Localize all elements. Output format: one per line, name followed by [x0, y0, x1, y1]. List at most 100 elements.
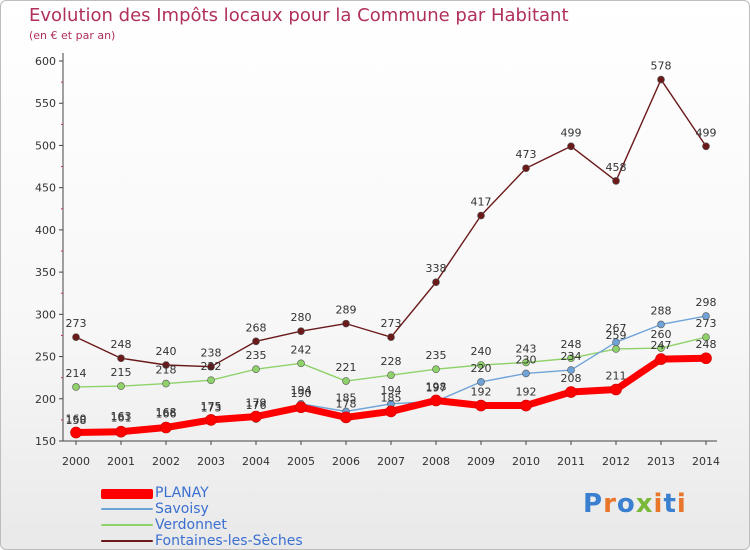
x-tick-label: 2007 — [377, 455, 405, 468]
legend-label-verdonnet: Verdonnet — [155, 517, 227, 533]
data-label-fontaines-les-s-ches: 417 — [471, 196, 492, 209]
data-label-fontaines-les-s-ches: 578 — [651, 60, 672, 73]
data-label-fontaines-les-s-ches: 499 — [561, 126, 582, 139]
data-label-verdonnet: 235 — [426, 349, 447, 362]
y-tick-label: 500 — [35, 139, 56, 152]
chart-title: Evolution des Impôts locaux pour la Comm… — [29, 5, 569, 26]
data-point-savoisy — [522, 369, 530, 378]
data-point-fontaines-les-s-ches — [342, 319, 350, 328]
y-tick-label: 450 — [35, 182, 56, 195]
data-label-planay: 211 — [606, 369, 627, 382]
x-tick-label: 2009 — [467, 455, 495, 468]
data-point-planay — [250, 410, 262, 423]
data-label-planay: 166 — [156, 407, 177, 420]
data-label-planay: 185 — [381, 391, 402, 404]
data-point-planay — [610, 383, 622, 396]
data-label-savoisy: 197 — [426, 381, 447, 394]
x-tick-label: 2013 — [647, 455, 675, 468]
data-label-verdonnet: 248 — [561, 338, 582, 351]
data-label-fontaines-les-s-ches: 238 — [201, 347, 222, 360]
data-label-fontaines-les-s-ches: 499 — [696, 126, 717, 139]
y-tick-label: 600 — [35, 55, 56, 68]
data-label-verdonnet: 214 — [66, 367, 87, 380]
logo-letter: P — [583, 489, 604, 519]
legend-label-planay: PLANAY — [155, 485, 209, 501]
data-point-planay — [160, 421, 172, 434]
chart-subtitle: (en € et par an) — [29, 29, 116, 42]
data-label-planay: 198 — [426, 380, 447, 393]
data-point-planay — [475, 399, 487, 412]
data-label-savoisy: 168 — [156, 406, 177, 419]
data-point-fontaines-les-s-ches — [477, 211, 485, 220]
y-tick-label: 350 — [35, 266, 56, 279]
data-point-verdonnet — [117, 382, 125, 390]
data-point-fontaines-les-s-ches — [117, 354, 125, 363]
data-label-fontaines-les-s-ches: 473 — [516, 148, 537, 161]
data-label-savoisy: 176 — [246, 399, 267, 412]
x-tick-label: 2008 — [422, 455, 450, 468]
data-point-planay — [115, 425, 127, 438]
data-point-fontaines-les-s-ches — [387, 333, 395, 341]
data-point-verdonnet — [207, 376, 215, 385]
data-point-savoisy — [657, 320, 665, 329]
legend-label-fontaines: Fontaines-les-Sèches — [155, 533, 303, 549]
data-point-planay — [700, 352, 712, 365]
data-point-planay — [430, 394, 442, 407]
data-point-planay — [205, 414, 217, 426]
data-label-savoisy: 185 — [336, 391, 357, 404]
data-label-verdonnet: 235 — [246, 349, 267, 362]
data-label-verdonnet: 240 — [471, 345, 492, 358]
data-point-savoisy — [612, 338, 620, 347]
data-point-verdonnet — [567, 354, 575, 363]
data-point-verdonnet — [432, 365, 440, 374]
data-label-fontaines-les-s-ches: 458 — [606, 161, 627, 174]
data-point-planay — [70, 426, 82, 439]
data-point-fontaines-les-s-ches — [162, 361, 170, 369]
data-label-savoisy: 234 — [561, 350, 582, 363]
logo-letter: x — [635, 489, 654, 519]
legend-swatch-fontaines — [101, 540, 153, 542]
x-tick-label: 2011 — [557, 455, 585, 468]
data-label-verdonnet: 221 — [336, 361, 357, 374]
data-point-fontaines-les-s-ches — [657, 75, 665, 84]
data-label-fontaines-les-s-ches: 289 — [336, 304, 357, 317]
legend-swatch-planay — [101, 489, 153, 499]
data-point-fontaines-les-s-ches — [612, 177, 620, 185]
logo-letter: r — [603, 489, 617, 519]
data-label-planay: 247 — [651, 339, 672, 352]
legend-swatch-verdonnet — [101, 524, 153, 526]
data-label-verdonnet: 228 — [381, 355, 402, 368]
legend-label-savoisy: Savoisy — [155, 501, 209, 517]
x-tick-label: 2003 — [197, 455, 225, 468]
data-point-planay — [340, 411, 352, 424]
data-label-planay: 192 — [471, 386, 492, 399]
data-point-savoisy — [567, 366, 575, 374]
data-point-fontaines-les-s-ches — [432, 278, 440, 287]
data-point-fontaines-les-s-ches — [72, 333, 80, 341]
data-label-fontaines-les-s-ches: 273 — [381, 317, 402, 330]
y-tick-label: 400 — [35, 224, 56, 237]
data-point-verdonnet — [702, 333, 710, 341]
x-tick-label: 2000 — [62, 455, 90, 468]
data-label-planay: 161 — [111, 412, 132, 425]
x-tick-label: 2012 — [602, 455, 630, 468]
data-label-fontaines-les-s-ches: 240 — [156, 345, 177, 358]
data-label-verdonnet: 273 — [696, 317, 717, 330]
data-label-savoisy: 173 — [201, 402, 222, 415]
data-point-verdonnet — [657, 344, 665, 352]
data-point-verdonnet — [387, 371, 395, 379]
data-label-planay: 192 — [516, 386, 537, 399]
data-point-planay — [565, 386, 577, 398]
y-tick-label: 550 — [35, 97, 56, 110]
data-point-fontaines-les-s-ches — [252, 337, 260, 346]
data-label-savoisy: 163 — [111, 410, 132, 423]
x-tick-label: 2001 — [107, 455, 135, 468]
data-label-savoisy: 194 — [291, 384, 312, 397]
data-label-planay: 160 — [66, 413, 87, 426]
y-tick-label: 150 — [35, 435, 56, 448]
data-point-fontaines-les-s-ches — [522, 164, 530, 173]
data-point-planay — [385, 405, 397, 418]
data-label-planay: 179 — [246, 397, 267, 410]
